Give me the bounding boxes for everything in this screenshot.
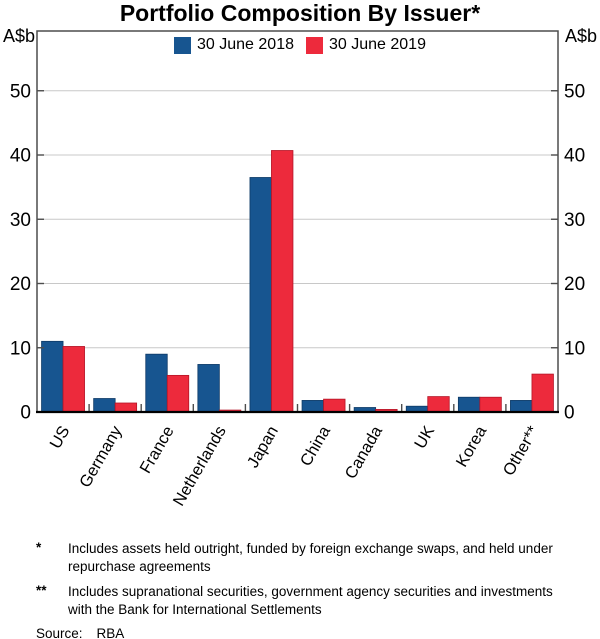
category-label-uk: UK	[411, 423, 438, 452]
bar-china-2019	[323, 398, 346, 413]
category-label-us: US	[46, 423, 73, 452]
bar-japan-2019	[271, 150, 294, 413]
y-label-right-20: 20	[564, 274, 585, 295]
chart-title: Portfolio Composition By Issuer*	[119, 0, 481, 26]
category-label-china: China	[297, 422, 335, 469]
bar-korea-2018	[457, 396, 481, 413]
footnote-1-text: Includes assets held outright, funded by…	[68, 541, 553, 574]
legend-swatch-2018	[174, 36, 192, 54]
category-label-france: France	[136, 423, 177, 476]
y-label-right-10: 10	[564, 338, 585, 359]
y-label-left-20: 20	[10, 274, 31, 295]
bar-us-2019	[62, 346, 85, 413]
bar-us-2018	[41, 340, 64, 413]
y-label-left-30: 30	[10, 210, 31, 231]
category-label-korea: Korea	[453, 422, 491, 470]
bar-germany-2019	[114, 402, 138, 413]
y-label-right-0: 0	[564, 403, 575, 424]
category-label-netherlands: Netherlands	[170, 423, 230, 509]
legend-item-2019: 30 June 2019	[306, 36, 426, 54]
y-axis-unit-left: A$b	[3, 26, 36, 46]
y-label-right-30: 30	[564, 210, 585, 231]
bar-other-2018	[510, 400, 533, 413]
footnote-1: * Includes assets held outright, funded …	[36, 540, 576, 576]
legend-label-2019: 30 June 2019	[329, 36, 426, 53]
footnote-2-text: Includes supranational securities, gover…	[68, 584, 553, 617]
category-label-other: Other**	[500, 422, 543, 478]
source-value: RBA	[96, 626, 125, 639]
bar-china-2018	[301, 400, 324, 413]
source-label: Source:	[36, 626, 83, 639]
y-label-left-40: 40	[10, 146, 31, 167]
y-label-left-50: 50	[10, 81, 31, 102]
bar-france-2018	[145, 353, 168, 413]
bar-uk-2019	[427, 396, 450, 413]
bar-germany-2018	[93, 398, 116, 413]
bar-japan-2018	[249, 177, 272, 413]
plot-frame	[36, 30, 559, 413]
y-label-left-0: 0	[20, 403, 31, 424]
source-line: Source: RBA	[36, 626, 576, 639]
category-label-canada: Canada	[342, 422, 387, 482]
footnotes: * Includes assets held outright, funded …	[36, 540, 576, 639]
y-label-right-40: 40	[564, 146, 585, 167]
category-label-germany: Germany	[76, 422, 126, 490]
bar-netherlands-2018	[197, 364, 220, 413]
footnote-2: ** Includes supranational securities, go…	[36, 583, 576, 619]
legend-swatch-2019	[306, 36, 323, 54]
bar-chart: 0 0 10 10 20 20 30 30 40 40 50 50 US Germany FranceNet…	[10, 30, 585, 509]
y-axis-unit-right: A$b	[564, 26, 597, 46]
footnote-1-marker: *	[36, 540, 42, 555]
bar-other-2019	[531, 373, 554, 413]
bar-korea-2019	[479, 396, 502, 413]
chart-legend: 30 June 2018 30 June 2019	[0, 36, 600, 54]
legend-item-2018: 30 June 2018	[174, 36, 294, 54]
y-label-right-50: 50	[564, 81, 585, 102]
y-label-left-10: 10	[10, 338, 31, 359]
bar-france-2019	[166, 374, 190, 413]
category-label-japan: Japan	[244, 423, 282, 471]
footnote-2-marker: **	[36, 583, 47, 598]
legend-label-2018: 30 June 2018	[197, 36, 294, 53]
